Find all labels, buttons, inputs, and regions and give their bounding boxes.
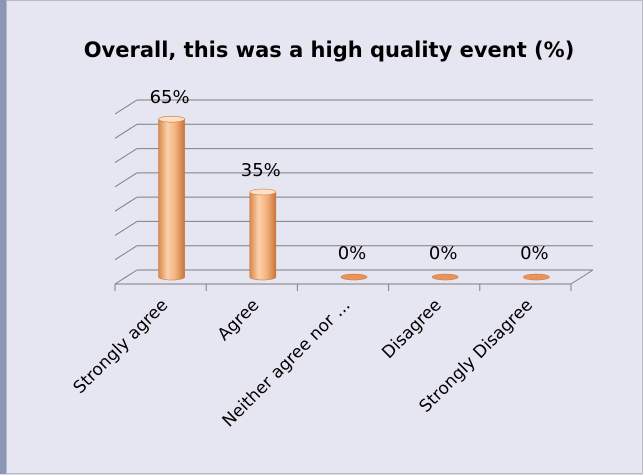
- bar-3: [431, 273, 459, 281]
- window-edge: [0, 0, 6, 474]
- bars: [158, 115, 550, 281]
- data-label: 35%: [241, 160, 281, 181]
- side-gridline: [114, 148, 138, 163]
- side-gridline: [114, 269, 138, 285]
- data-labels: 65% 35% 0% 0% 0%: [150, 87, 549, 264]
- side-gridline: [114, 123, 138, 139]
- bar-0: [158, 115, 185, 281]
- data-label: 0%: [520, 243, 549, 264]
- data-label: 0%: [429, 243, 458, 264]
- side-gridline: [114, 196, 138, 212]
- data-label: 65%: [150, 87, 190, 108]
- chart-title: Overall, this was a high quality event (…: [84, 38, 575, 62]
- bar-4: [523, 273, 550, 281]
- side-gridline: [114, 221, 138, 236]
- bar-top: [249, 188, 277, 196]
- side-gridline: [114, 99, 138, 115]
- bar-1: [249, 188, 277, 281]
- chart-area: Overall, this was a high quality event (…: [6, 0, 643, 474]
- side-gridline: [114, 172, 138, 188]
- side-gridline: [114, 245, 138, 261]
- grid-lines: [114, 99, 594, 291]
- bar-2: [340, 273, 368, 281]
- category-label: Agree: [214, 295, 263, 344]
- bar-top: [431, 273, 459, 281]
- chart-svg: Overall, this was a high quality event (…: [70, 38, 594, 431]
- bar-top: [523, 273, 550, 281]
- bar-body: [158, 118, 185, 281]
- bar-top: [158, 115, 185, 123]
- bar-top: [340, 273, 368, 281]
- category-label: Strongly agree: [70, 295, 173, 398]
- data-label: 0%: [338, 243, 367, 264]
- bar-body: [249, 191, 277, 281]
- floor-right-edge: [570, 269, 594, 285]
- category-label: Disagree: [378, 295, 445, 362]
